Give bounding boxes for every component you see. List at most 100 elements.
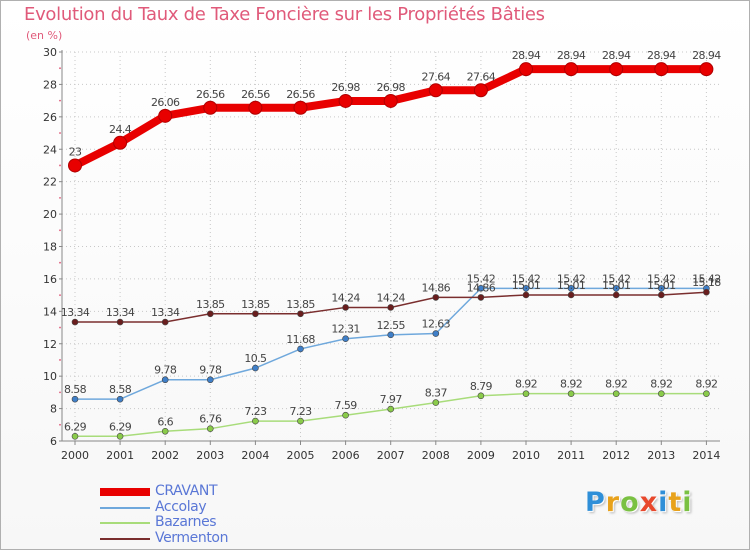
data-label: 8.92 — [695, 378, 717, 391]
data-point-bazarnes — [567, 390, 575, 397]
y-minor-tick — [59, 164, 61, 167]
x-tick-label: 2010 — [512, 449, 540, 462]
y-tick-label: 30 — [43, 46, 57, 59]
y-tick-label: 16 — [43, 273, 57, 286]
y-tick-label: 20 — [43, 208, 57, 221]
data-label: 15.01 — [602, 279, 631, 292]
x-tick-label: 2004 — [241, 449, 269, 462]
data-label: 8.92 — [560, 378, 582, 391]
data-label: 8.37 — [425, 387, 448, 400]
data-label: 6.29 — [64, 420, 87, 433]
legend-label: Vermenton — [155, 529, 229, 546]
data-label: 14.86 — [467, 281, 496, 294]
data-label: 13.85 — [196, 298, 225, 311]
data-point-accolay — [207, 376, 214, 384]
data-label: 6.6 — [157, 415, 173, 428]
data-point-cravant — [428, 83, 443, 98]
data-point-vermenton — [703, 288, 710, 296]
data-label: 9.78 — [154, 364, 177, 377]
data-point-bazarnes — [342, 411, 349, 419]
legend-label: Accolay — [155, 498, 207, 515]
data-point-bazarnes — [116, 432, 124, 440]
data-label: 8.58 — [64, 383, 87, 396]
data-label: 7.59 — [335, 399, 358, 412]
data-point-vermenton — [477, 294, 485, 301]
data-point-bazarnes — [703, 390, 710, 397]
data-point-vermenton — [657, 291, 665, 299]
data-label: 15.42 — [557, 272, 586, 285]
data-point-vermenton — [522, 291, 530, 299]
data-point-accolay — [522, 285, 530, 292]
data-label: 15.42 — [602, 272, 631, 285]
data-point-accolay — [477, 285, 485, 292]
data-point-vermenton — [387, 304, 395, 311]
legend-label: CRAVANT — [155, 483, 218, 499]
data-label: 27.64 — [422, 70, 451, 83]
y-tick-label: 14 — [43, 305, 57, 318]
data-label: 14.24 — [331, 291, 360, 304]
x-tick-label: 2014 — [692, 449, 720, 462]
data-point-bazarnes — [477, 392, 485, 400]
data-label: 10.5 — [244, 352, 267, 365]
y-tick-label: 28 — [43, 78, 57, 91]
data-point-cravant — [609, 62, 624, 77]
data-point-cravant — [158, 108, 173, 123]
data-point-cravant — [293, 100, 308, 115]
data-point-accolay — [432, 330, 440, 337]
x-tick-label: 2009 — [467, 449, 495, 462]
legend-swatch — [100, 522, 150, 524]
data-point-cravant — [248, 100, 263, 115]
data-label: 12.31 — [331, 323, 360, 336]
data-label: 26.56 — [241, 88, 270, 101]
y-minor-tick — [59, 359, 61, 361]
y-tick-label: 6 — [50, 435, 57, 448]
y-minor-tick — [59, 423, 61, 426]
data-point-cravant — [699, 62, 714, 77]
data-point-vermenton — [71, 318, 79, 326]
proxiti-logo: Proxiti — [585, 487, 693, 518]
legend-swatch — [100, 506, 150, 509]
x-tick-label: 2003 — [196, 449, 224, 462]
data-point-bazarnes — [71, 432, 79, 440]
data-label: 15.18 — [692, 276, 721, 289]
data-label: 26.98 — [376, 81, 405, 94]
data-label: 14.24 — [376, 291, 405, 304]
x-tick-label: 2013 — [647, 449, 675, 462]
data-point-vermenton — [116, 318, 124, 326]
data-label: 8.92 — [650, 378, 672, 391]
data-point-vermenton — [207, 310, 214, 318]
data-point-cravant — [654, 62, 669, 77]
data-label: 13.34 — [106, 306, 135, 319]
data-point-cravant — [519, 62, 533, 77]
data-point-bazarnes — [161, 427, 169, 435]
x-tick-label: 2002 — [151, 449, 179, 462]
data-point-vermenton — [252, 310, 259, 318]
data-label: 11.68 — [286, 333, 315, 346]
x-tick-label: 2007 — [377, 449, 405, 462]
data-point-bazarnes — [252, 417, 259, 425]
data-label: 15.42 — [647, 272, 676, 285]
data-label: 15.42 — [692, 272, 721, 285]
x-tick-label: 2000 — [61, 449, 89, 462]
legend-swatch — [100, 488, 150, 496]
data-label: 9.78 — [199, 364, 222, 377]
data-point-accolay — [612, 285, 620, 292]
y-minor-tick — [59, 67, 61, 70]
data-point-vermenton — [612, 291, 620, 299]
x-tick-label: 2012 — [602, 449, 630, 462]
x-tick-label: 2008 — [422, 449, 450, 462]
data-label: 23 — [69, 145, 82, 158]
legend-swatch — [100, 537, 150, 540]
data-point-bazarnes — [207, 425, 214, 432]
data-label: 6.29 — [109, 420, 132, 433]
y-minor-tick — [59, 391, 61, 394]
data-point-vermenton — [432, 294, 440, 301]
x-tick-label: 2006 — [332, 449, 360, 462]
data-label: 13.34 — [61, 306, 90, 319]
data-point-accolay — [297, 345, 304, 353]
data-label: 15.42 — [512, 272, 541, 285]
y-minor-tick — [59, 261, 61, 264]
y-minor-tick — [59, 196, 61, 199]
data-point-accolay — [252, 364, 259, 372]
